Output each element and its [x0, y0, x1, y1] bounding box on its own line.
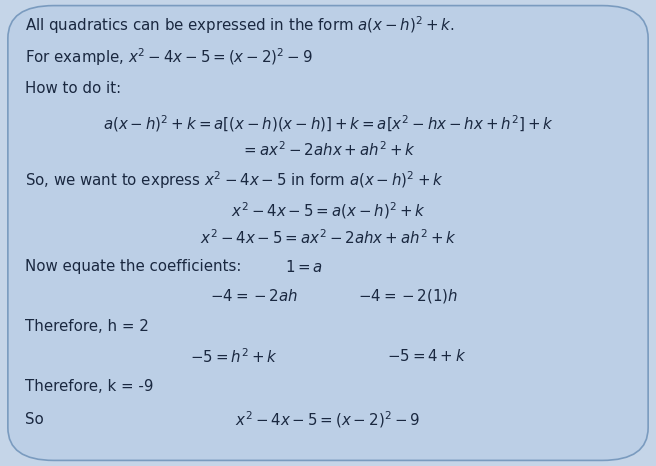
Text: $-4 = -2(1)h$: $-4 = -2(1)h$ [358, 287, 458, 305]
Text: So, we want to express $x^2 - 4x - 5$ in form $a(x-h)^2 + k$: So, we want to express $x^2 - 4x - 5$ in… [25, 170, 443, 191]
FancyBboxPatch shape [8, 6, 648, 460]
Text: $1 = a$: $1 = a$ [285, 259, 323, 274]
Text: Now equate the coefficients:: Now equate the coefficients: [25, 259, 241, 274]
Text: For example, $x^2 - 4x - 5 = (x-2)^2 - 9$: For example, $x^2 - 4x - 5 = (x-2)^2 - 9… [25, 46, 313, 68]
Text: So: So [25, 412, 44, 427]
Text: How to do it:: How to do it: [25, 81, 121, 96]
Text: Therefore, h = 2: Therefore, h = 2 [25, 319, 149, 334]
Text: $-4 = -2ah$: $-4 = -2ah$ [210, 288, 298, 304]
Text: $x^2 - 4x - 5 = (x-2)^2 - 9$: $x^2 - 4x - 5 = (x-2)^2 - 9$ [236, 409, 420, 430]
Text: $= ax^2 - 2ahx + ah^2 + k$: $= ax^2 - 2ahx + ah^2 + k$ [241, 141, 415, 159]
Text: Therefore, k = -9: Therefore, k = -9 [25, 379, 154, 394]
Text: $x^2 - 4x - 5 = ax^2 - 2ahx + ah^2 + k$: $x^2 - 4x - 5 = ax^2 - 2ahx + ah^2 + k$ [199, 228, 457, 247]
Text: $a(x-h)^2 + k = a[(x-h)(x-h)] + k = a[x^2 - hx - hx + h^2] + k$: $a(x-h)^2 + k = a[(x-h)(x-h)] + k = a[x^… [102, 113, 554, 134]
Text: $-5 = h^2 + k$: $-5 = h^2 + k$ [190, 347, 278, 366]
Text: All quadratics can be expressed in the form $a(x-h)^2 + k$.: All quadratics can be expressed in the f… [25, 15, 455, 36]
Text: $x^2 - 4x - 5 = a(x-h)^2 + k$: $x^2 - 4x - 5 = a(x-h)^2 + k$ [230, 200, 426, 221]
Text: $-5 = 4 + k$: $-5 = 4 + k$ [387, 349, 466, 364]
